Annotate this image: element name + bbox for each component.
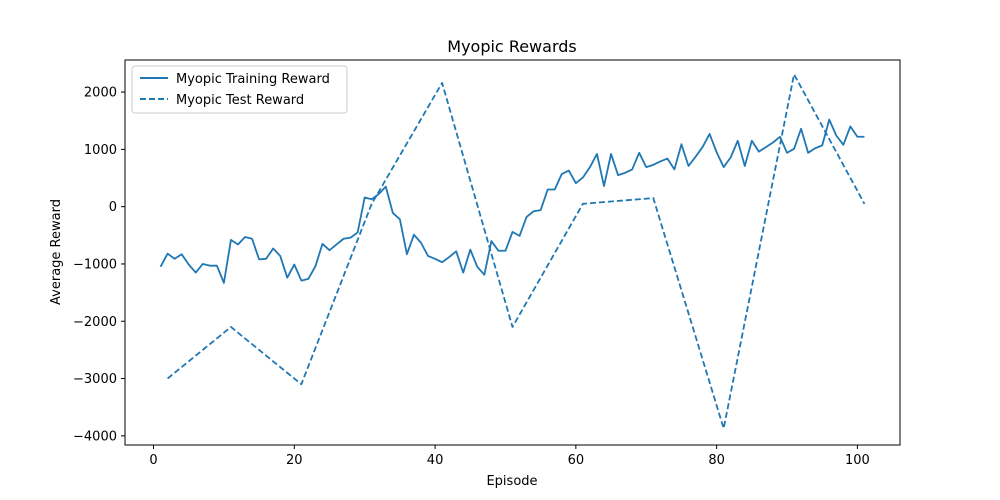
y-tick-label: −3000 (73, 372, 117, 387)
plot-area (159, 73, 866, 430)
x-axis-label: Episode (486, 474, 537, 489)
y-axis-label: Average Reward (49, 199, 64, 305)
chart-title: Myopic Rewards (447, 37, 576, 56)
axes-frame (124, 59, 901, 446)
y-tick-label: −2000 (73, 315, 117, 330)
x-tick-label: 20 (286, 453, 303, 468)
series-line-test (167, 73, 866, 430)
x-tick-label: 0 (149, 453, 157, 468)
legend-frame (131, 65, 348, 114)
x-axis-ticks: 0 20 40 60 80 100 (149, 445, 870, 468)
x-tick-label: 40 (427, 453, 444, 468)
y-axis-ticks: −4000 −3000 −2000 −1000 0 1000 2000 (73, 86, 125, 444)
series-line-training (159, 118, 865, 284)
y-tick-label: 2000 (84, 86, 117, 101)
x-tick-label: 60 (568, 453, 585, 468)
x-tick-label: 80 (708, 453, 725, 468)
y-tick-label: −1000 (73, 257, 117, 272)
y-tick-label: 0 (109, 200, 117, 215)
y-tick-label: −4000 (73, 429, 117, 444)
legend: Myopic Training Reward Myopic Test Rewar… (131, 65, 348, 114)
y-tick-label: 1000 (84, 143, 117, 158)
legend-label-training: Myopic Training Reward (176, 72, 330, 87)
x-tick-label: 100 (845, 453, 870, 468)
legend-label-test: Myopic Test Reward (176, 93, 304, 108)
